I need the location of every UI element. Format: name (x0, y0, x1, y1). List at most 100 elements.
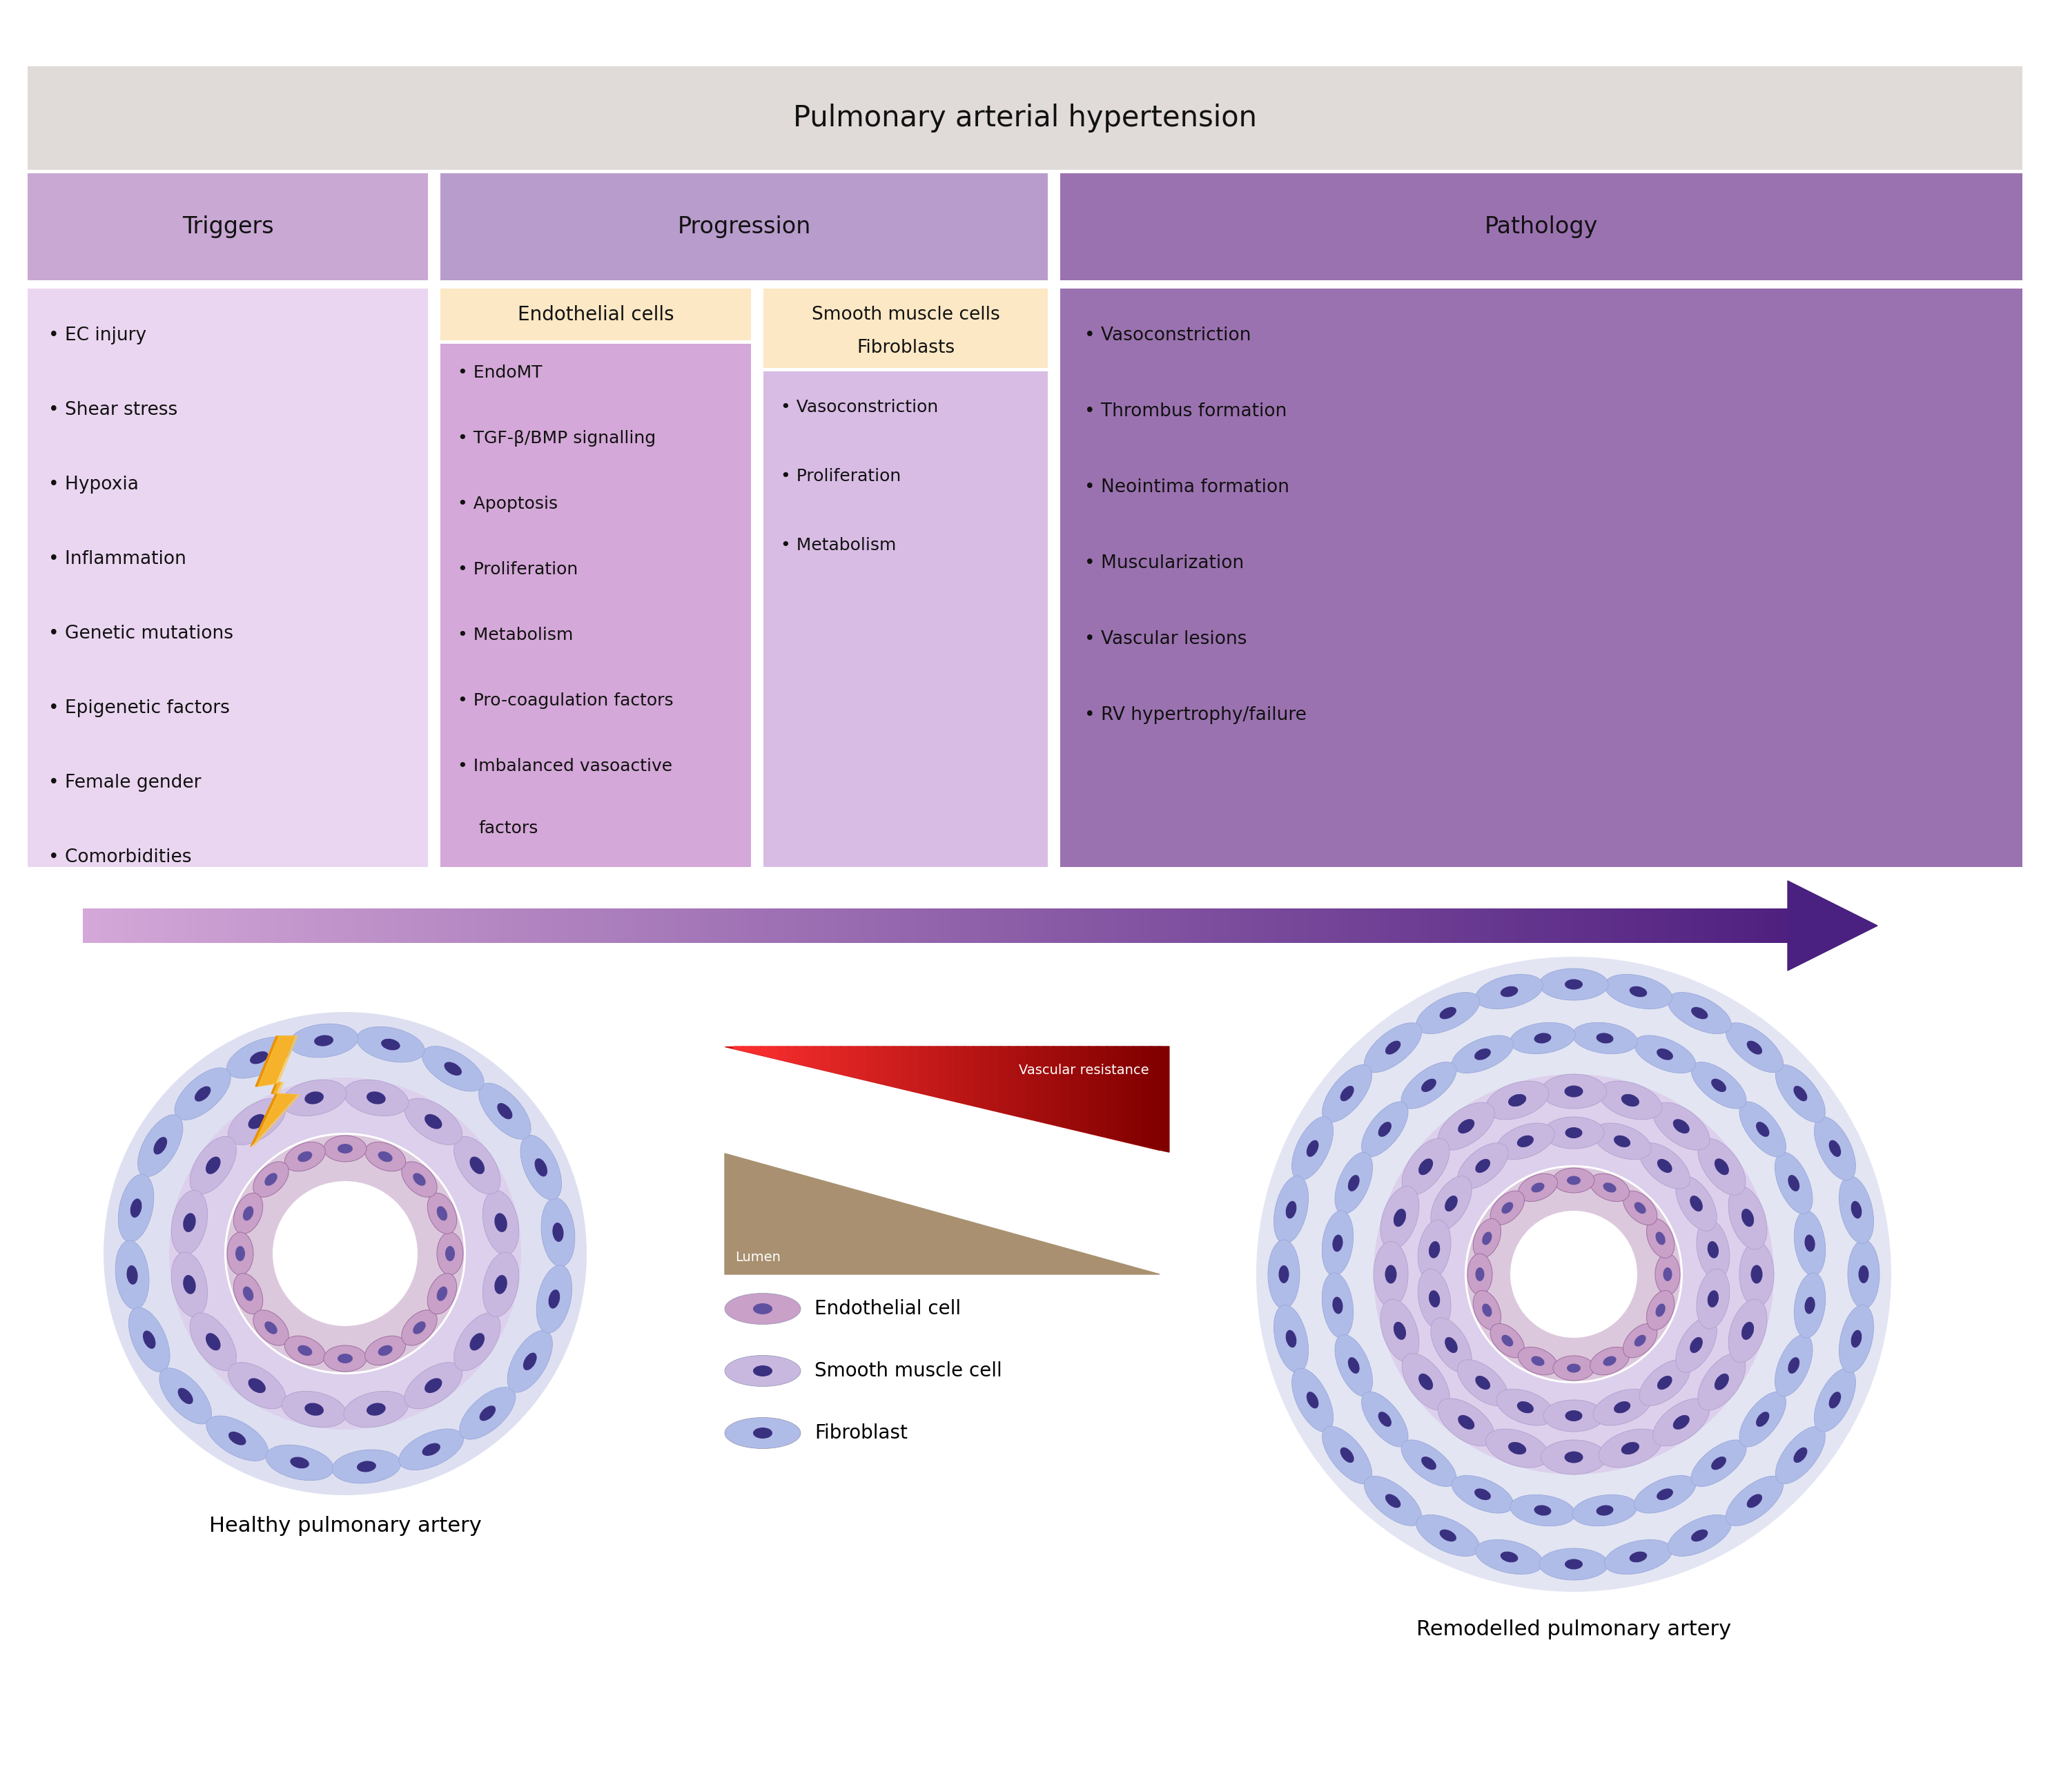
Ellipse shape (1437, 1102, 1494, 1150)
Ellipse shape (1775, 1335, 1812, 1396)
Ellipse shape (1322, 1211, 1353, 1276)
FancyBboxPatch shape (1451, 909, 1460, 943)
Ellipse shape (437, 1233, 463, 1274)
FancyBboxPatch shape (402, 909, 410, 943)
FancyBboxPatch shape (318, 909, 324, 943)
Text: Triggers: Triggers (182, 215, 273, 238)
Ellipse shape (254, 1310, 289, 1346)
FancyBboxPatch shape (27, 289, 428, 867)
Ellipse shape (1851, 1201, 1861, 1219)
Ellipse shape (1509, 1443, 1527, 1455)
FancyBboxPatch shape (117, 909, 125, 943)
FancyBboxPatch shape (847, 909, 855, 943)
FancyBboxPatch shape (107, 909, 113, 943)
Ellipse shape (1437, 1398, 1494, 1446)
FancyBboxPatch shape (1429, 909, 1437, 943)
FancyBboxPatch shape (139, 909, 148, 943)
FancyBboxPatch shape (1777, 909, 1786, 943)
FancyBboxPatch shape (1013, 909, 1021, 943)
Ellipse shape (1605, 975, 1673, 1009)
FancyBboxPatch shape (756, 909, 763, 943)
Ellipse shape (1673, 1118, 1689, 1134)
Ellipse shape (1708, 1290, 1718, 1308)
FancyBboxPatch shape (750, 909, 758, 943)
Text: • TGF-β/BMP signalling: • TGF-β/BMP signalling (457, 430, 656, 446)
FancyBboxPatch shape (523, 909, 529, 943)
Ellipse shape (469, 1156, 484, 1174)
Ellipse shape (549, 1290, 560, 1308)
FancyBboxPatch shape (1160, 909, 1168, 943)
Ellipse shape (535, 1158, 547, 1177)
FancyBboxPatch shape (1029, 909, 1037, 943)
FancyBboxPatch shape (1749, 909, 1757, 943)
FancyBboxPatch shape (562, 909, 570, 943)
Polygon shape (1089, 1047, 1099, 1136)
FancyBboxPatch shape (865, 909, 871, 943)
FancyBboxPatch shape (1601, 909, 1607, 943)
Ellipse shape (1332, 1297, 1343, 1314)
FancyBboxPatch shape (1755, 909, 1761, 943)
Ellipse shape (115, 1240, 150, 1310)
Ellipse shape (482, 1190, 519, 1254)
Ellipse shape (1847, 1240, 1880, 1308)
Ellipse shape (1474, 1489, 1490, 1500)
FancyBboxPatch shape (500, 909, 506, 943)
Polygon shape (804, 1047, 814, 1068)
Polygon shape (875, 1047, 886, 1084)
Ellipse shape (1458, 1360, 1509, 1405)
Ellipse shape (1630, 986, 1646, 996)
Polygon shape (726, 1047, 1160, 1150)
Ellipse shape (1517, 1136, 1533, 1147)
FancyBboxPatch shape (1060, 289, 2023, 867)
Polygon shape (1788, 882, 1878, 971)
FancyBboxPatch shape (830, 909, 836, 943)
Ellipse shape (285, 1335, 326, 1366)
Text: Smooth muscle cells: Smooth muscle cells (812, 305, 1000, 323)
Ellipse shape (1566, 1176, 1581, 1185)
Ellipse shape (182, 1213, 197, 1233)
FancyBboxPatch shape (1771, 909, 1779, 943)
Ellipse shape (1273, 1176, 1308, 1244)
Ellipse shape (289, 1023, 359, 1057)
Polygon shape (1097, 1047, 1107, 1138)
Polygon shape (250, 1036, 297, 1147)
Polygon shape (1017, 1047, 1027, 1118)
FancyBboxPatch shape (510, 909, 519, 943)
Ellipse shape (1429, 1290, 1439, 1308)
Polygon shape (990, 1047, 1000, 1113)
Ellipse shape (1728, 1186, 1767, 1249)
Ellipse shape (1380, 1299, 1419, 1362)
Ellipse shape (381, 1039, 400, 1050)
FancyBboxPatch shape (271, 909, 279, 943)
FancyBboxPatch shape (1726, 909, 1732, 943)
FancyBboxPatch shape (1390, 909, 1396, 943)
FancyBboxPatch shape (437, 909, 443, 943)
Ellipse shape (365, 1142, 406, 1172)
Ellipse shape (1646, 1290, 1675, 1330)
Ellipse shape (228, 1362, 285, 1409)
FancyBboxPatch shape (1121, 909, 1128, 943)
FancyBboxPatch shape (1185, 909, 1191, 943)
FancyBboxPatch shape (203, 909, 209, 943)
FancyBboxPatch shape (27, 174, 428, 280)
FancyBboxPatch shape (580, 909, 586, 943)
Ellipse shape (127, 1265, 137, 1285)
Ellipse shape (1341, 1086, 1353, 1102)
Ellipse shape (191, 1314, 236, 1371)
FancyBboxPatch shape (1458, 909, 1466, 943)
Ellipse shape (1757, 1122, 1769, 1136)
Ellipse shape (338, 1143, 353, 1154)
Ellipse shape (1419, 1158, 1433, 1176)
FancyBboxPatch shape (734, 909, 740, 943)
FancyBboxPatch shape (424, 909, 433, 943)
Ellipse shape (422, 1047, 484, 1091)
FancyBboxPatch shape (1099, 909, 1105, 943)
Ellipse shape (1804, 1297, 1814, 1314)
Polygon shape (1043, 1047, 1054, 1125)
FancyBboxPatch shape (922, 909, 929, 943)
FancyBboxPatch shape (482, 909, 490, 943)
Ellipse shape (1591, 1174, 1630, 1201)
FancyBboxPatch shape (1060, 174, 2023, 280)
FancyBboxPatch shape (1742, 909, 1751, 943)
Ellipse shape (1747, 1041, 1763, 1054)
